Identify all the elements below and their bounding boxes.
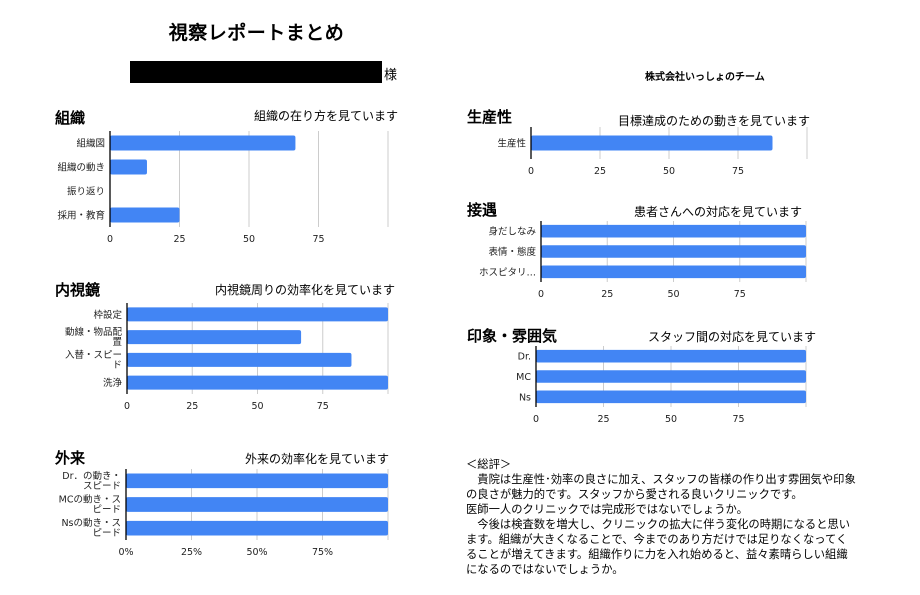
bar-洗浄	[127, 375, 388, 390]
report-title: 視察レポートまとめ	[168, 22, 345, 44]
category-label: 振り返り	[67, 186, 105, 198]
category-label: 入替・スピード	[65, 349, 122, 371]
bar-採用・教育	[110, 207, 180, 223]
recipient-honorific: 様	[384, 68, 398, 83]
summary-paragraph: 貴院は生産性･効率の良さに加え、スタッフの皆様の作り出す雰囲気や印象の良さが魅力…	[466, 473, 856, 501]
category-label: 組織図	[76, 138, 105, 150]
bar-組織図	[110, 135, 296, 151]
bar-枠設定	[127, 307, 388, 322]
x-tick-label: 75	[732, 166, 744, 177]
section-subtitle-hospitality: 患者さんへの対応を見ています	[634, 205, 803, 219]
x-tick-label: 0	[107, 234, 113, 245]
category-label: 採用・教育	[57, 210, 105, 222]
x-tick-label: 50	[667, 289, 679, 300]
category-label: MC	[516, 372, 531, 383]
bar-Nsの動き・スピード	[126, 520, 388, 536]
bar-生産性	[531, 135, 773, 151]
redacted-client-name	[130, 61, 382, 83]
x-tick-label: 25	[597, 414, 609, 425]
bar-MCの動き・スピード	[126, 497, 388, 512]
section-title-hospitality: 接遇	[467, 201, 498, 219]
bar-入替・スピード	[127, 352, 352, 367]
x-tick-label: 75	[312, 234, 324, 245]
bar-Dr．の動き・スピード	[126, 473, 388, 489]
summary-heading: ＜総評＞	[466, 458, 512, 471]
section-subtitle-organization: 組織の在り方を見ています	[254, 109, 399, 123]
x-tick-label: 50	[243, 234, 255, 245]
category-label: 動線・物品配置	[65, 326, 123, 348]
x-tick-label: 0%	[118, 547, 133, 558]
x-tick-label: 50	[663, 166, 675, 177]
x-tick-label: 25%	[181, 547, 202, 558]
company-name: 株式会社いっしょのチーム	[645, 72, 765, 83]
x-tick-label: 25	[601, 289, 613, 300]
category-label: ホスピタリ…	[479, 267, 536, 278]
bar-組織の動き	[110, 159, 147, 175]
category-label: MCの動き・スピード	[59, 495, 121, 516]
x-tick-label: 75%	[312, 547, 333, 558]
bar-表情・態度	[541, 245, 806, 258]
bar-Ns	[536, 390, 806, 404]
x-tick-label: 50	[665, 414, 677, 425]
summary-paragraph: 今後は検査数を増大し、クリニックの拡大に伴う変化の時期になると思います。組織が大…	[466, 518, 851, 576]
category-label: 洗浄	[103, 377, 123, 389]
x-tick-label: 75	[317, 401, 329, 412]
x-tick-label: 25	[186, 401, 198, 412]
x-tick-label: 50	[251, 401, 263, 412]
x-tick-label: 25	[594, 166, 606, 177]
x-tick-label: 0	[528, 166, 534, 177]
bar-Dr.	[536, 349, 806, 363]
section-title-atmosphere: 印象・雰囲気	[467, 327, 558, 345]
summary-panel: ＜総評＞ 貴院は生産性･効率の良さに加え、スタッフの皆様の作り出す雰囲気や印象の…	[466, 457, 856, 577]
bar-身だしなみ	[541, 224, 806, 238]
x-tick-label: 0	[533, 414, 539, 425]
category-label: Nsの動き・スピード	[61, 518, 121, 539]
bar-動線・物品配置	[127, 330, 302, 345]
category-label: 組織の動き	[57, 162, 105, 174]
x-tick-label: 0	[538, 289, 544, 300]
category-label: 生産性	[497, 138, 526, 150]
category-label: Dr.	[518, 352, 531, 363]
section-title-endoscope: 内視鏡	[55, 281, 101, 299]
section-title-productivity: 生産性	[467, 108, 513, 126]
category-label: 身だしなみ	[488, 226, 536, 238]
section-subtitle-productivity: 目標達成のための動きを見ています	[618, 114, 811, 128]
section-title-organization: 組織	[55, 109, 86, 127]
summary-paragraph: 医師一人のクリニックでは完成形ではないでしょうか。	[466, 503, 748, 516]
section-subtitle-endoscope: 内視鏡周りの効率化を見ています	[215, 283, 396, 297]
section-subtitle-atmosphere: スタッフ間の対応を見ています	[648, 330, 817, 344]
section-subtitle-outpatient: 外来の効率化を見ています	[245, 452, 390, 466]
bar-ホスピタリ…	[541, 265, 806, 279]
x-tick-label: 75	[734, 289, 746, 300]
x-tick-label: 75	[732, 414, 744, 425]
bar-MC	[536, 370, 806, 383]
x-tick-label: 50%	[246, 547, 267, 558]
section-title-outpatient: 外来	[55, 449, 86, 467]
x-tick-label: 0	[124, 401, 130, 412]
category-label: Dr．の動き・スピード	[62, 471, 121, 492]
category-label: 枠設定	[93, 309, 122, 321]
category-label: 表情・態度	[488, 246, 536, 258]
x-tick-label: 25	[173, 234, 185, 245]
category-label: Ns	[519, 392, 531, 403]
